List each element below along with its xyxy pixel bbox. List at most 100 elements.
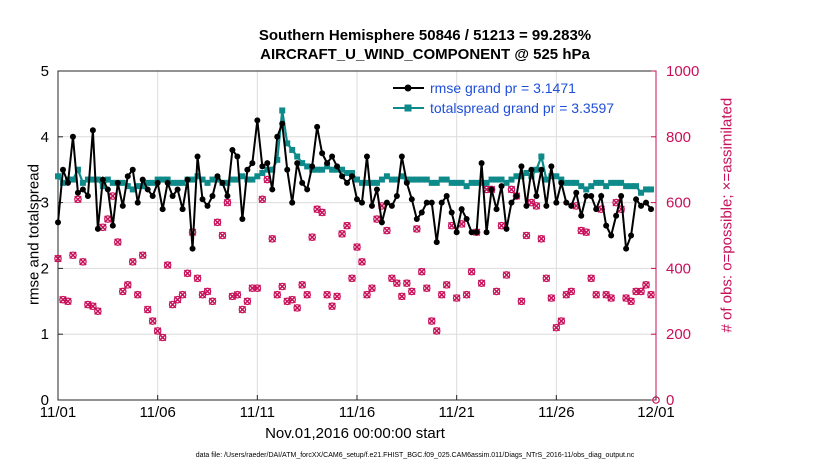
totalspread-marker [638,189,645,196]
rmse-marker [219,179,226,186]
obs-assimilated-marker [363,290,371,299]
rmse-marker [209,193,216,200]
totalspread-marker [329,166,336,173]
totalspread-marker [393,176,400,183]
obs-possible-marker [298,281,306,289]
legend-spread-marker [404,104,412,112]
rmse-marker [643,199,650,206]
rmse-marker [523,202,530,209]
totalspread-marker [229,176,236,183]
obs-assimilated-marker [193,274,202,283]
totalspread-marker [553,173,560,180]
obs-assimilated-marker [358,258,366,266]
totalspread-marker [593,179,600,186]
totalspread-marker [433,179,440,186]
totalspread-marker [448,179,455,186]
rmse-marker [563,199,570,206]
obs-possible-marker [288,295,297,304]
obs-assimilated-marker [293,304,301,312]
obs-assimilated-marker [557,317,566,325]
totalspread-marker [603,183,610,190]
totalspread-marker [299,160,306,167]
rmse-marker [114,179,121,186]
obs-possible-marker [69,251,77,260]
obs-assimilated-marker [273,290,281,299]
totalspread-marker [613,179,620,186]
obs-assimilated-marker [268,235,277,243]
rmse-marker [144,186,151,193]
totalspread-marker [503,179,510,186]
rmse-marker [623,245,630,252]
obs-possible-marker [467,267,476,276]
obs-possible-marker [94,307,102,315]
rmse-marker [583,193,590,200]
totalspread-marker [179,179,186,186]
obs-possible-marker [123,281,132,289]
obs-assimilated-marker [238,305,247,314]
obs-possible-marker [547,294,556,302]
rmse-marker [319,150,326,157]
rmse-marker [354,196,360,203]
rmse-marker [299,179,306,186]
rmse-marker [598,193,605,200]
totalspread-marker [154,176,161,183]
obs-possible-marker [358,258,366,266]
obs-assimilated-marker [428,317,436,325]
obs-possible-marker [118,287,127,296]
obs-possible-marker [462,290,471,299]
totalspread-marker [264,166,271,173]
obs-assimilated-marker [208,297,217,306]
obs-possible-marker [363,290,371,299]
totalspread-marker [523,169,530,176]
totalspread-marker [94,176,101,183]
totalspread-marker [239,173,246,180]
obs-possible-marker [403,279,411,288]
rmse-marker [124,173,131,180]
obs-possible-marker [353,243,361,251]
rmse-marker [428,199,435,206]
obs-possible-marker [178,290,187,299]
totalspread-marker [498,176,505,183]
rmse-marker [329,153,336,160]
rmse-marker [423,199,430,206]
obs-assimilated-marker [94,307,102,315]
y-tick-label-left: 1 [41,326,49,343]
rmse-marker [309,163,316,170]
obs-possible-marker [79,258,87,266]
obs-assimilated-marker [373,215,381,223]
rmse-marker [189,245,196,252]
rmse-marker [69,133,76,140]
rmse-marker [648,206,655,213]
rmse-marker [538,166,545,173]
obs-assimilated-marker [243,297,252,306]
obs-possible-marker [203,287,212,296]
obs-assimilated-marker [567,287,576,296]
obs-possible-marker [398,292,406,301]
y-tick-label-right: 600 [666,195,691,212]
totalspread-marker [89,176,96,183]
totalspread-marker [398,173,405,180]
y-tick-label-right: 0 [666,392,674,409]
totalspread-marker [533,166,540,173]
obs-assimilated-marker [627,297,635,306]
obs-possible-marker [408,287,416,296]
obs-possible-marker [183,269,192,278]
obs-assimilated-marker [124,281,132,289]
rmse-marker [74,189,81,196]
totalspread-marker [388,176,395,183]
left-axis-ticks: 0 1 2 3 4 5 [41,63,63,409]
totalspread-marker [349,169,356,176]
totalspread-marker [623,183,630,190]
rmse-marker [578,212,585,219]
rmse-marker [269,186,276,193]
totalspread-marker [633,183,640,190]
obs-assimilated-marker [158,333,167,342]
obs-assimilated-marker [592,290,600,299]
totalspread-marker [324,163,331,170]
rmse-marker [279,120,286,127]
totalspread-marker [598,179,605,186]
y-tick-label-right: 1000 [666,63,699,80]
totalspread-marker [189,176,196,183]
rmse-marker [214,173,221,180]
x-tick-label: 11/06 [139,404,175,421]
